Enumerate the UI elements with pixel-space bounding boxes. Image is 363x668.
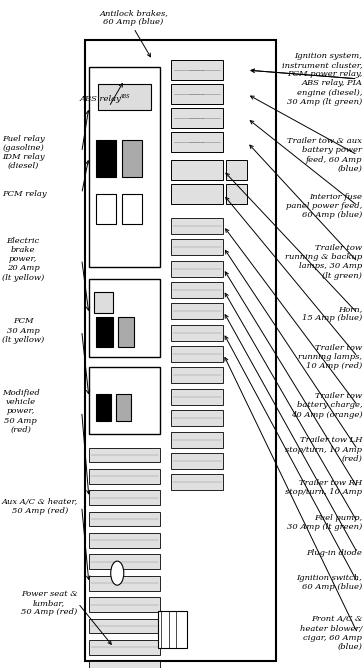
Text: Interior fuse
panel power feed,
60 Amp (blue): Interior fuse panel power feed, 60 Amp (… [286,192,362,219]
Text: Plug-in diode: Plug-in diode [306,549,362,557]
Text: Trailer tow & aux
battery power
feed, 60 Amp
(blue): Trailer tow & aux battery power feed, 60… [287,137,362,173]
Text: ABS: ABS [119,94,130,100]
Bar [171,60,223,80]
Bar [96,194,116,224]
Text: ————: ———— [189,116,205,120]
Bar [171,239,223,255]
Bar [171,453,223,469]
Bar [171,218,223,234]
Bar [171,474,223,490]
Bar [171,160,223,180]
Bar [171,432,223,448]
Bar [96,317,113,347]
Text: Trailer tow
running lamps,
10 Amp (red): Trailer tow running lamps, 10 Amp (red) [298,343,362,370]
Text: Trailer tow LH
stop/turn, 10 Amp
(red): Trailer tow LH stop/turn, 10 Amp (red) [285,436,362,463]
Bar [171,410,223,426]
Bar [171,132,223,152]
Bar [158,611,187,648]
Text: Ignition system,
instrument cluster,
PCM power relay,
ABS relay, PIA
engine (die: Ignition system, instrument cluster, PCM… [282,52,362,106]
Bar [116,394,131,421]
Text: Antilock brakes,
60 Amp (blue): Antilock brakes, 60 Amp (blue) [99,9,168,26]
Bar [89,533,160,548]
Bar [89,367,160,434]
Bar [89,640,160,655]
Circle shape [111,561,124,585]
Text: Modified
vehicle
power,
50 Amp
(red): Modified vehicle power, 50 Amp (red) [2,389,40,434]
Text: Fuel pump,
30 Amp (lt green): Fuel pump, 30 Amp (lt green) [287,514,362,531]
Text: Electric
brake
power,
20 Amp
(lt yellow): Electric brake power, 20 Amp (lt yellow) [2,236,44,282]
Bar [171,325,223,341]
Text: Aux A/C & heater,
50 Amp (red): Aux A/C & heater, 50 Amp (red) [2,498,78,515]
Bar [94,292,113,313]
Bar [89,279,160,357]
Text: Power seat &
lumbar,
50 Amp (red): Power seat & lumbar, 50 Amp (red) [21,590,77,617]
Bar [171,367,223,383]
Text: Trailer tow
running & backup
lamps, 30 Amp
(lt green): Trailer tow running & backup lamps, 30 A… [285,244,362,280]
Bar [89,448,160,462]
Bar [122,140,142,177]
Text: Front A/C &
heater blower/
cigar, 60 Amp
(blue): Front A/C & heater blower/ cigar, 60 Amp… [300,615,362,651]
Bar [85,40,276,661]
Bar [89,469,160,484]
Bar [171,346,223,362]
Text: Trailer tow
battery charge,
40 Amp (orange): Trailer tow battery charge, 40 Amp (oran… [291,392,362,419]
Bar [89,554,160,569]
Bar [89,576,160,591]
Text: ABS relay: ABS relay [80,95,122,103]
Bar [171,108,223,128]
Text: Ignition switch,
60 Amp (blue): Ignition switch, 60 Amp (blue) [297,574,362,591]
Bar [96,394,111,421]
Bar [96,140,116,177]
Bar [226,184,247,204]
Bar [171,184,223,204]
Bar [89,597,160,612]
Text: ————: ———— [189,68,205,72]
Text: Horn,
15 Amp (blue): Horn, 15 Amp (blue) [302,305,362,322]
Bar [226,160,247,180]
Bar [122,194,142,224]
Bar [98,84,151,110]
Bar [89,67,160,267]
Bar [89,619,160,633]
Bar [171,282,223,298]
Bar [118,317,134,347]
Text: ————: ———— [189,92,205,96]
Text: Trailer tow RH
stop/turn, 10 Amp: Trailer tow RH stop/turn, 10 Amp [285,479,362,496]
Bar [89,661,160,668]
Bar [89,490,160,505]
Bar [171,389,223,405]
Bar [171,84,223,104]
Text: Fuel relay
(gasoline)
IDM relay
(diesel): Fuel relay (gasoline) IDM relay (diesel) [2,134,45,170]
Text: PCM relay: PCM relay [2,190,46,198]
Bar [171,261,223,277]
Text: ————: ———— [189,140,205,144]
Bar [89,512,160,526]
Text: PCM
30 Amp
(lt yellow): PCM 30 Amp (lt yellow) [2,317,44,344]
Bar [171,303,223,319]
